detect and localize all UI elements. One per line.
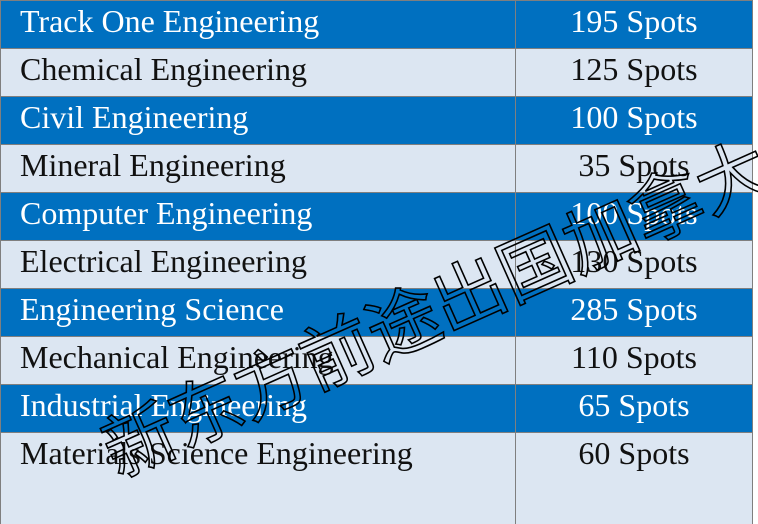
spots-count: 285 Spots [515, 288, 753, 337]
spots-count: 130 Spots [515, 240, 753, 289]
table-row: Mechanical Engineering 110 Spots [0, 336, 753, 385]
program-name: Electrical Engineering [0, 240, 516, 289]
program-name: Industrial Engineering [0, 384, 516, 433]
program-name: Computer Engineering [0, 192, 516, 241]
table-row: Engineering Science 285 Spots [0, 288, 753, 337]
program-name: Civil Engineering [0, 96, 516, 145]
program-name: Materials Science Engineering [0, 432, 516, 524]
spots-count: 125 Spots [515, 48, 753, 97]
table-row: Computer Engineering 100 Spots [0, 192, 753, 241]
program-name: Engineering Science [0, 288, 516, 337]
spots-count: 100 Spots [515, 96, 753, 145]
table-row: Industrial Engineering 65 Spots [0, 384, 753, 433]
table-row: Electrical Engineering 130 Spots [0, 240, 753, 289]
table-row: Mineral Engineering 35 Spots [0, 144, 753, 193]
spots-count: 100 Spots [515, 192, 753, 241]
table-row: Chemical Engineering 125 Spots [0, 48, 753, 97]
program-name: Chemical Engineering [0, 48, 516, 97]
table-row: Civil Engineering 100 Spots [0, 96, 753, 145]
program-name: Mechanical Engineering [0, 336, 516, 385]
spots-count: 195 Spots [515, 0, 753, 49]
table-row: Materials Science Engineering 60 Spots [0, 432, 753, 524]
spots-count: 35 Spots [515, 144, 753, 193]
spots-count: 110 Spots [515, 336, 753, 385]
spots-count: 60 Spots [515, 432, 753, 524]
table-row: Track One Engineering 195 Spots [0, 0, 753, 49]
program-name: Track One Engineering [0, 0, 516, 49]
spots-count: 65 Spots [515, 384, 753, 433]
program-name: Mineral Engineering [0, 144, 516, 193]
